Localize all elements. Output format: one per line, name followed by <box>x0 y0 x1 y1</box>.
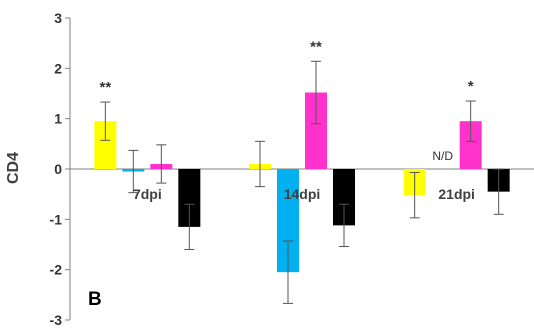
bar <box>277 169 299 273</box>
category-label: 14dpi <box>284 186 321 202</box>
category-label: 21dpi <box>438 186 475 202</box>
y-tick-label: -1 <box>50 211 63 227</box>
y-tick-label: 0 <box>54 161 62 177</box>
y-tick-label: 3 <box>54 10 62 26</box>
bar <box>333 169 355 226</box>
y-axis-label: CD4 <box>5 152 22 184</box>
y-tick-label: 1 <box>54 111 62 127</box>
annotation: ** <box>99 79 111 96</box>
y-tick-label: -2 <box>50 262 63 278</box>
category-label: 7dpi <box>133 186 162 202</box>
bar <box>459 121 482 169</box>
panel-label: B <box>88 289 102 310</box>
bar <box>178 169 201 227</box>
y-tick-label: 2 <box>54 60 62 76</box>
y-tick-label: -3 <box>50 312 63 328</box>
annotation: N/D <box>432 149 453 163</box>
bar <box>94 121 117 169</box>
annotation: ** <box>310 38 322 55</box>
annotation: * <box>468 78 474 95</box>
bar <box>305 92 327 169</box>
